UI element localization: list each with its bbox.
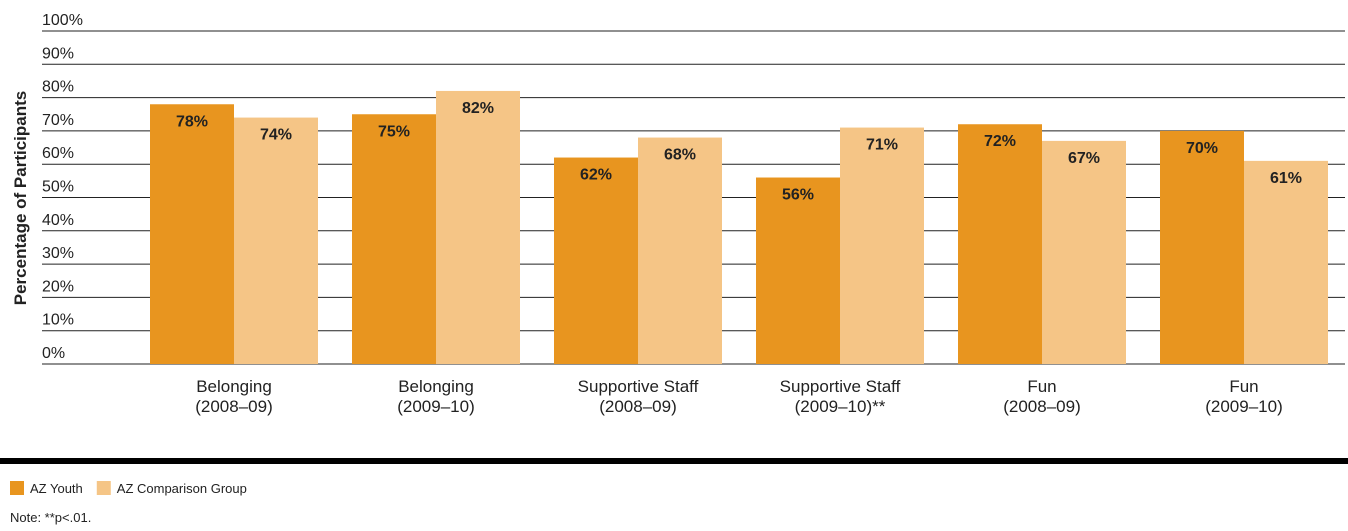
bar	[150, 104, 234, 364]
bar	[554, 157, 638, 364]
x-tick-label: Supportive Staff	[578, 377, 699, 396]
value-label: 72%	[984, 133, 1016, 150]
value-label: 74%	[260, 127, 292, 144]
bar	[1042, 140, 1126, 364]
legend-label: AZ Youth	[30, 481, 83, 496]
value-label: 61%	[1270, 170, 1302, 187]
bar	[1160, 130, 1244, 364]
bar	[958, 124, 1042, 365]
x-tick-label: Belonging	[398, 377, 474, 396]
x-tick-label: (2008–09)	[599, 397, 677, 416]
y-tick-label: 90%	[42, 45, 74, 62]
x-tick-label: Supportive Staff	[780, 377, 901, 396]
divider	[0, 458, 1348, 464]
y-tick-label: 20%	[42, 278, 74, 295]
value-label: 71%	[866, 137, 898, 154]
note: Note: **p<.01.	[10, 510, 91, 525]
value-label: 56%	[782, 187, 814, 204]
legend-label: AZ Comparison Group	[117, 481, 247, 496]
y-tick-label: 70%	[42, 112, 74, 129]
x-tick-label: (2009–10)	[397, 397, 475, 416]
bar	[352, 114, 436, 364]
x-tick-label: (2008–09)	[195, 397, 273, 416]
value-label: 68%	[664, 147, 696, 164]
bar	[840, 127, 924, 364]
bar	[234, 117, 318, 364]
value-label: 70%	[1186, 140, 1218, 157]
value-label: 82%	[462, 100, 494, 117]
value-label: 62%	[580, 167, 612, 184]
y-tick-label: 30%	[42, 245, 74, 262]
y-tick-label: 0%	[42, 345, 65, 362]
value-label: 75%	[378, 123, 410, 140]
legend-swatch	[96, 481, 111, 495]
y-tick-label: 40%	[42, 212, 74, 229]
legend-swatch	[10, 481, 24, 495]
y-tick-label: 10%	[42, 312, 74, 329]
bar	[756, 177, 840, 364]
value-label: 67%	[1068, 150, 1100, 167]
value-label: 78%	[176, 113, 208, 130]
x-tick-label: Fun	[1229, 377, 1258, 396]
x-tick-label: (2009–10)	[1205, 397, 1283, 416]
x-tick-label: (2008–09)	[1003, 397, 1081, 416]
y-tick-label: 80%	[42, 79, 74, 96]
x-tick-label: Fun	[1027, 377, 1056, 396]
bar	[638, 137, 722, 364]
bar	[1244, 160, 1328, 364]
x-tick-label: Belonging	[196, 377, 272, 396]
bar	[436, 90, 520, 364]
y-tick-label: 50%	[42, 179, 74, 196]
x-tick-label: (2009–10)**	[795, 397, 886, 416]
y-tick-label: 100%	[42, 12, 83, 29]
y-tick-label: 60%	[42, 145, 74, 162]
y-axis-title: Percentage of Participants	[11, 91, 30, 305]
